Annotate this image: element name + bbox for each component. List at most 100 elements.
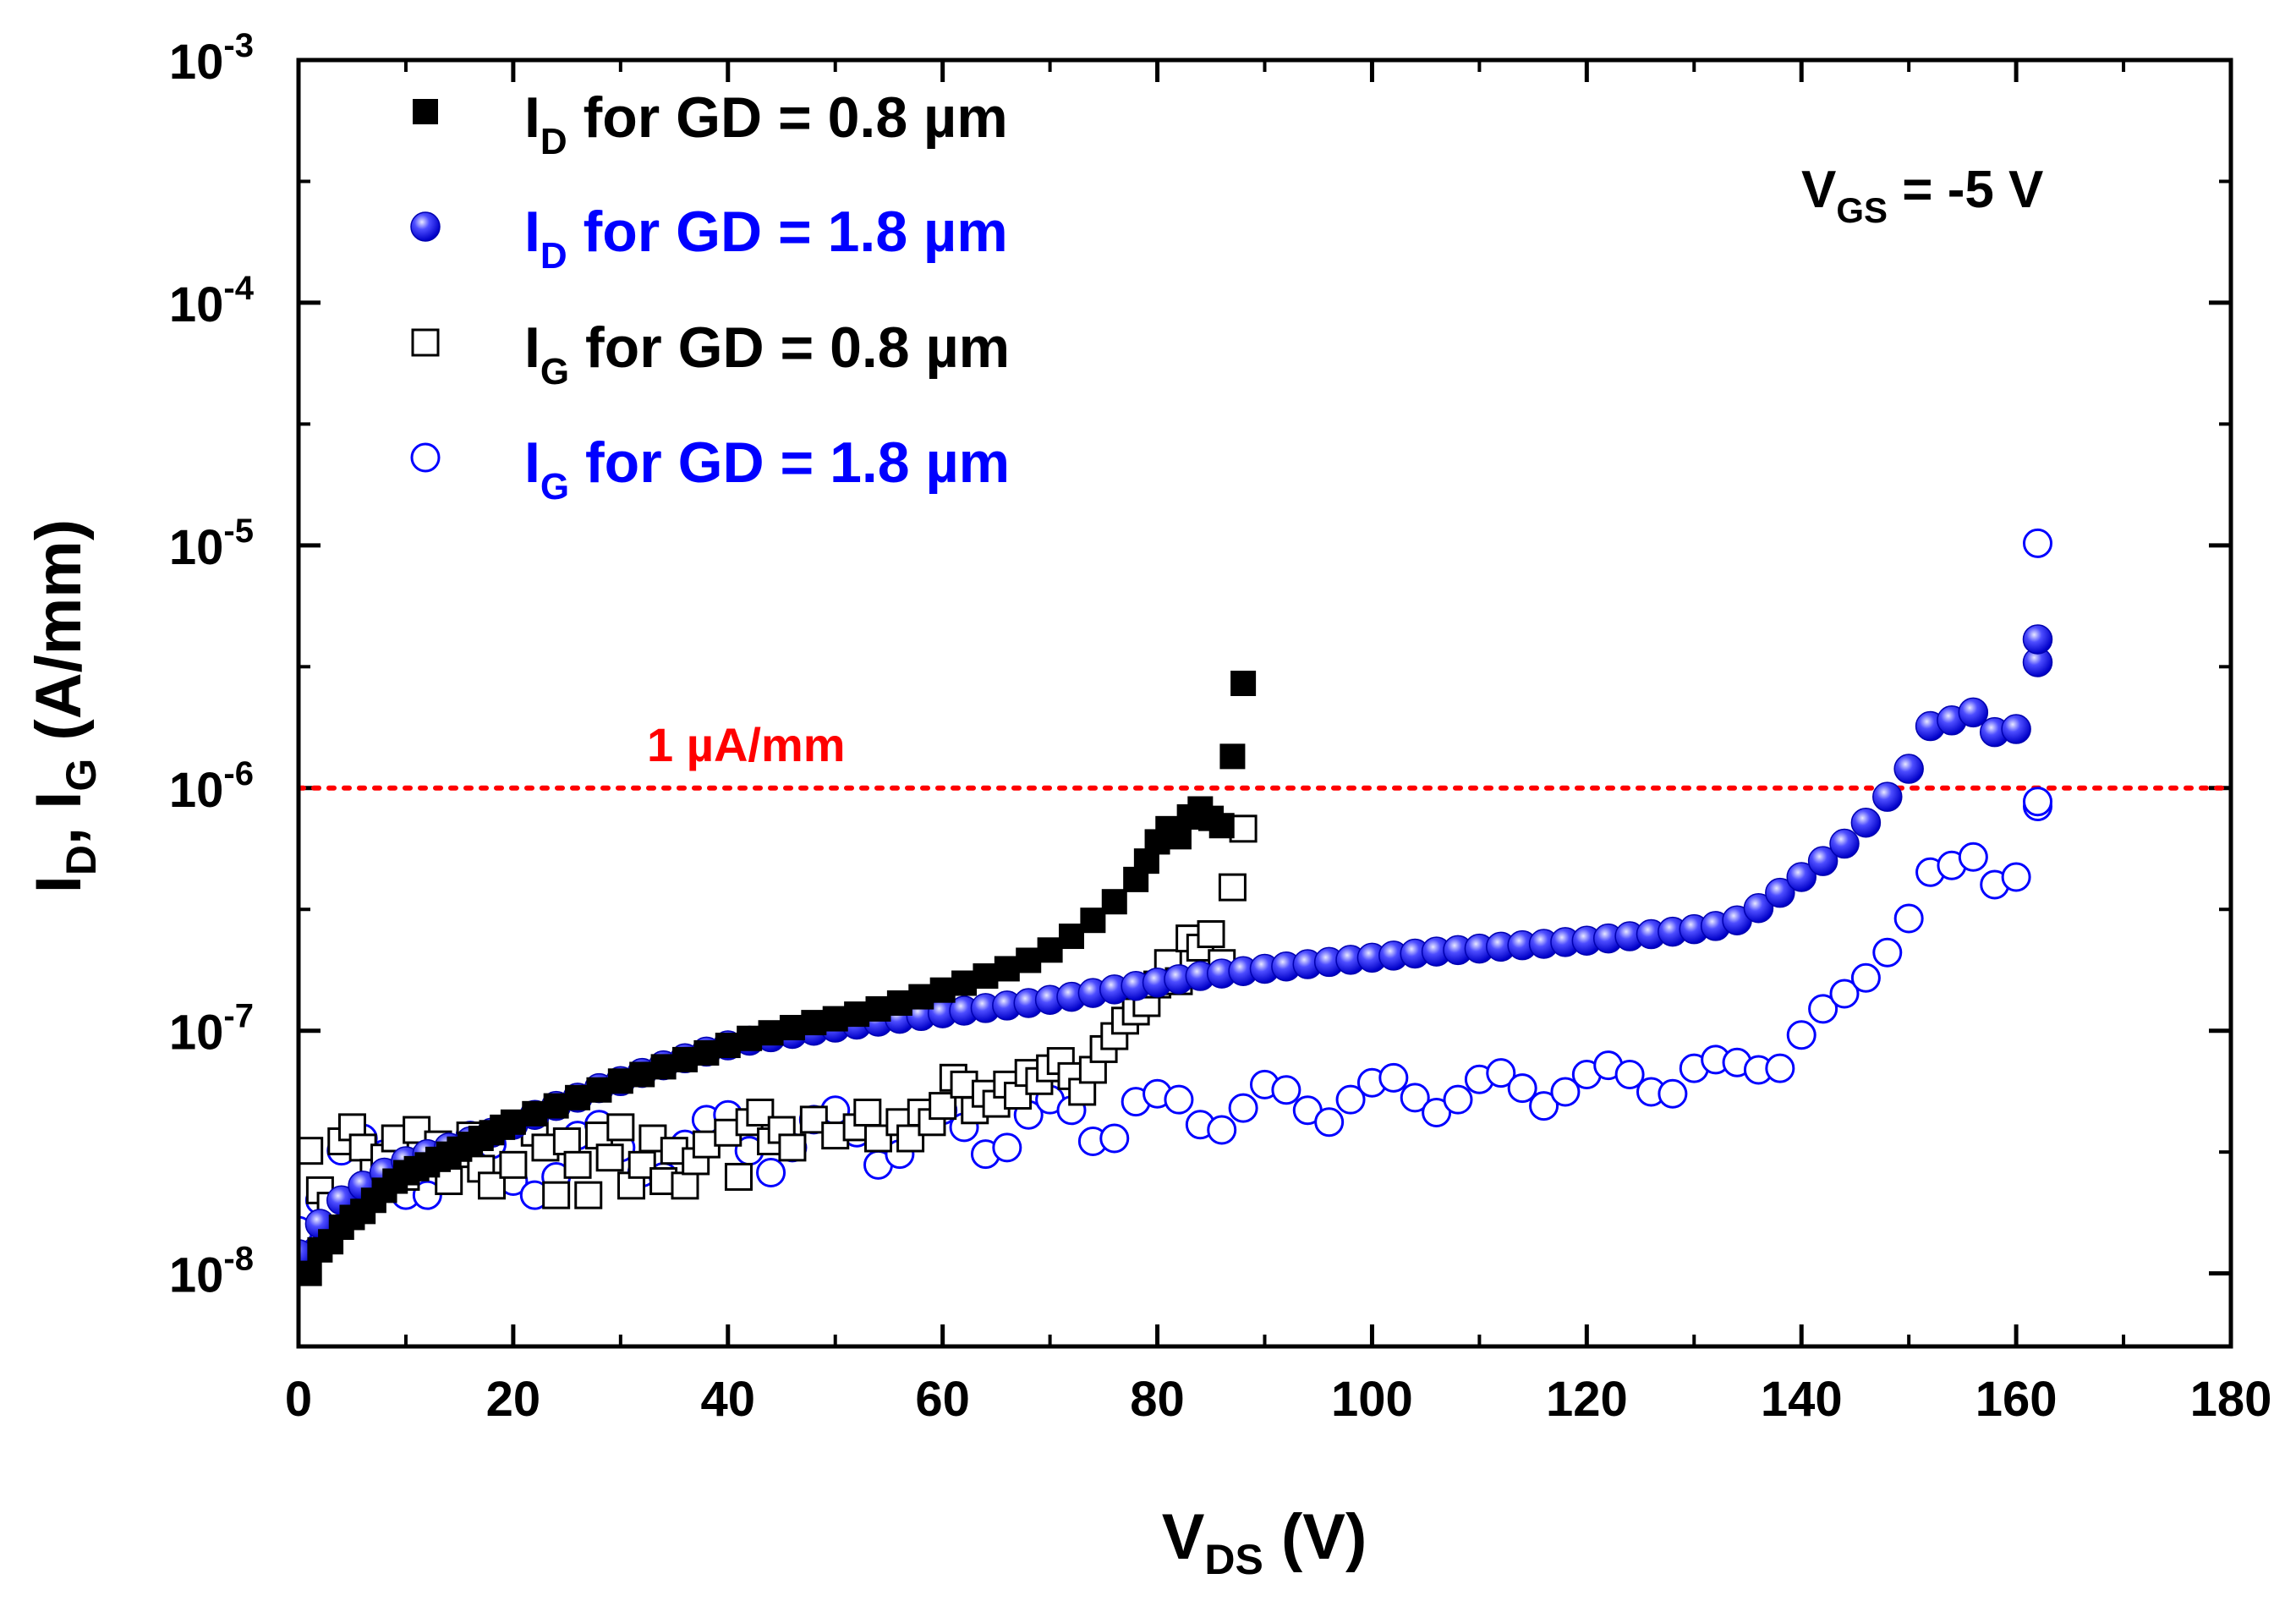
data-point <box>1550 1077 1581 1107</box>
data-point <box>1422 1097 1452 1127</box>
y-tick-base: 10 <box>169 1248 224 1303</box>
data-point <box>886 990 912 1017</box>
data-point <box>801 1010 827 1036</box>
data-point <box>500 1109 526 1135</box>
data-point <box>1808 994 1838 1024</box>
x-tick-label: 140 <box>1761 1372 1843 1427</box>
data-point <box>1080 907 1106 934</box>
data-point <box>1658 1078 1688 1109</box>
legend-label-ig-18: IG for GD = 1.8 µm <box>524 430 1010 507</box>
y-tick-exponent: -4 <box>223 270 254 307</box>
data-point <box>1218 873 1247 902</box>
legend-item-id-18: ID for GD = 1.8 µm <box>410 200 1008 277</box>
data-point <box>822 1006 848 1032</box>
data-point <box>853 1098 882 1127</box>
data-point <box>973 963 999 990</box>
legend-item-ig-08: IG for GD = 0.8 µm <box>411 315 1010 392</box>
data-point <box>2001 862 2031 892</box>
data-point <box>1893 903 1924 934</box>
data-point <box>1378 1062 1409 1093</box>
data-point <box>2001 714 2031 744</box>
y-tick-label: 10-5 <box>169 513 254 575</box>
data-point <box>1335 1084 1366 1115</box>
data-point <box>994 956 1020 982</box>
data-point <box>929 977 956 1003</box>
x-tick-label: 20 <box>486 1372 541 1427</box>
data-point <box>1197 920 1225 949</box>
data-point <box>2023 787 2052 817</box>
legend-marker-open-circle <box>410 442 441 473</box>
data-point <box>552 1127 581 1156</box>
data-point <box>929 1092 957 1121</box>
data-point <box>499 1150 528 1179</box>
data-point <box>299 1260 322 1286</box>
data-point <box>1786 1020 1817 1050</box>
legend-label-sub: D <box>540 121 567 162</box>
x-tick-label: 0 <box>285 1372 312 1427</box>
data-point <box>1271 1075 1301 1105</box>
data-point <box>1765 1053 1795 1083</box>
x-axis-title: VDS (V) <box>1162 1501 1367 1583</box>
data-point <box>1207 1115 1237 1145</box>
data-point <box>1016 947 1042 973</box>
legend-label-rest: for GD = 0.8 µm <box>567 85 1008 150</box>
data-point <box>1765 877 1795 908</box>
legend-marker-shape <box>413 99 438 124</box>
data-point <box>2022 624 2053 655</box>
data-point <box>1614 1059 1645 1089</box>
data-point <box>1443 1084 1473 1115</box>
data-point <box>606 1113 635 1142</box>
data-point <box>522 1100 548 1127</box>
data-point <box>543 1093 569 1119</box>
x-tick-label: 160 <box>1975 1372 2058 1427</box>
legend-label-id-08: ID for GD = 0.8 µm <box>524 85 1008 162</box>
legend-marker-shape <box>411 328 440 357</box>
data-point <box>1893 754 1924 784</box>
data-point <box>607 1068 633 1094</box>
x-tick-labels: 0 20 40 60 80 100 120 140 160 180 <box>285 1372 2272 1427</box>
data-point <box>844 1001 870 1028</box>
y-axis-title-sub2: G <box>58 759 105 792</box>
y-axis-title: ID, IG (A/mm) <box>23 519 105 893</box>
y-axis-title-unit: (A/mm) <box>23 519 95 759</box>
data-point <box>1850 962 1881 993</box>
data-point <box>565 1084 591 1110</box>
legend-label-ig-08: IG for GD = 0.8 µm <box>524 315 1010 392</box>
legend-item-id-08: ID for GD = 0.8 µm <box>413 85 1008 162</box>
data-point <box>671 1171 699 1200</box>
y-tick-label: 10-7 <box>169 998 254 1061</box>
y-tick-base: 10 <box>169 520 224 575</box>
data-point <box>1786 862 1817 892</box>
legend-marker-shape <box>410 211 441 242</box>
data-point <box>1486 1058 1516 1088</box>
data-point <box>1743 893 1774 924</box>
data-point <box>650 1054 677 1080</box>
data-point <box>1037 937 1063 963</box>
legend-marker-open-square <box>411 328 440 357</box>
data-point <box>412 1180 442 1210</box>
y-tick-base: 10 <box>169 763 224 818</box>
data-point <box>737 1025 763 1051</box>
data-point <box>778 1133 807 1162</box>
data-point <box>1219 743 1246 770</box>
y-tick-label: 10-8 <box>169 1241 254 1303</box>
data-point <box>1208 813 1235 839</box>
data-point <box>595 1143 624 1172</box>
y-tick-base: 10 <box>169 277 224 332</box>
data-point <box>672 1046 698 1072</box>
data-point <box>1850 807 1882 838</box>
data-point <box>779 1015 805 1041</box>
x-tick-label: 100 <box>1331 1372 1413 1427</box>
legend-label-main: I <box>524 430 540 495</box>
vgs-annotation-main: V <box>1801 161 1836 219</box>
data-point <box>586 1077 612 1103</box>
data-point <box>1229 814 1258 843</box>
data-point <box>435 1167 463 1196</box>
y-tick-base: 10 <box>169 35 224 90</box>
data-point <box>299 1137 324 1165</box>
data-point <box>758 1020 784 1046</box>
y-tick-label: 10-6 <box>169 755 254 818</box>
legend-label-sub: D <box>540 235 567 277</box>
data-point <box>563 1150 592 1179</box>
